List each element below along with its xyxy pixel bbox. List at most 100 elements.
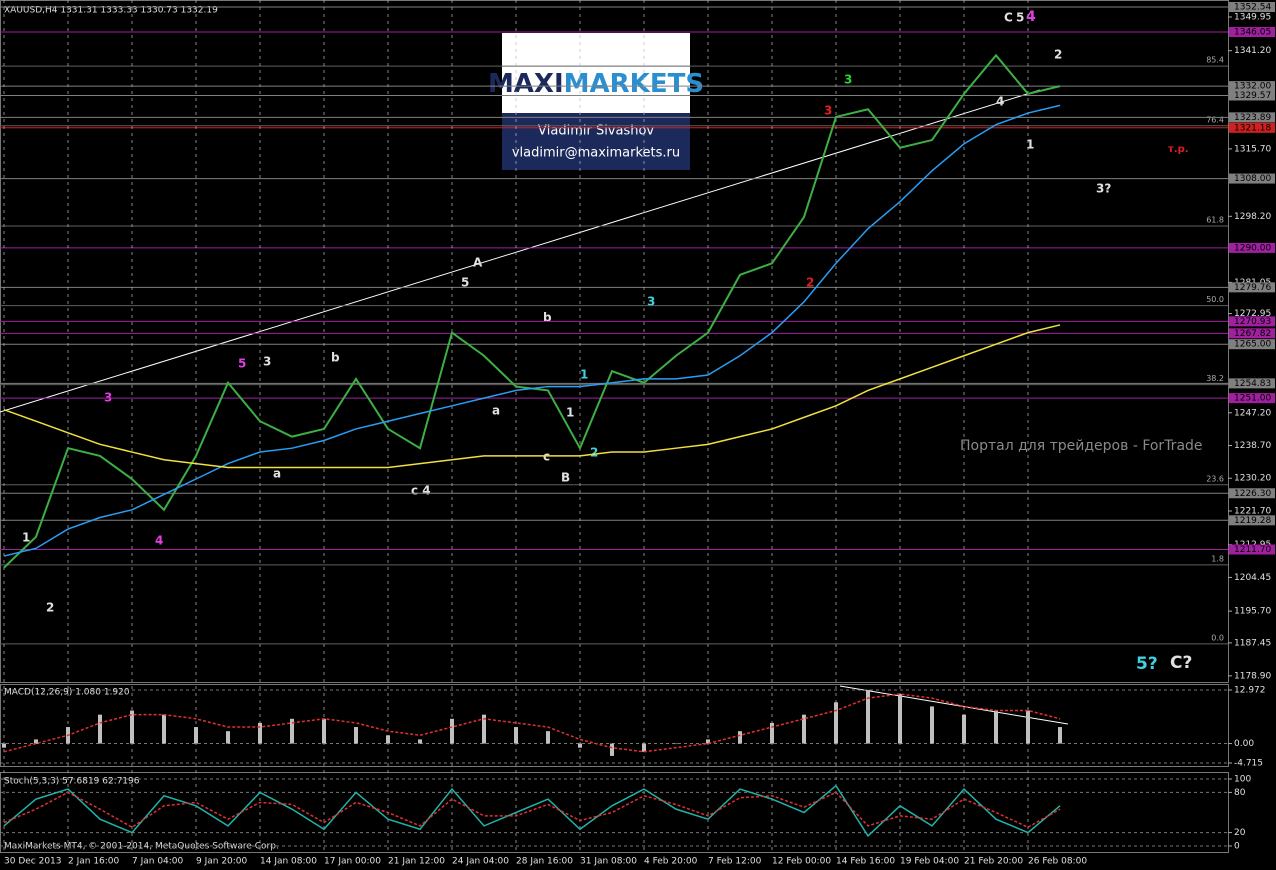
level-box xyxy=(1229,544,1275,555)
level-label: 1254.83 xyxy=(1234,379,1271,389)
fib-label: 61.8 xyxy=(1206,215,1224,224)
level-label: 1352.54 xyxy=(1234,3,1271,13)
level-box xyxy=(1229,81,1275,92)
series-line xyxy=(3,784,1061,838)
wave-label: 2 xyxy=(46,601,54,615)
macd-bar xyxy=(450,718,454,744)
annotations: A B C 5 4 1 2 a b c 4 a b c 3? т.р. 5? C… xyxy=(22,9,1192,674)
wave-label: 1 xyxy=(1026,138,1034,152)
y-tick-label: 20 xyxy=(1234,828,1246,838)
x-tick-label: 2 Jan 16:00 xyxy=(68,857,120,867)
wave-label: 5 xyxy=(1016,11,1024,25)
macd-bar xyxy=(930,706,934,744)
x-tick-label: 14 Jan 08:00 xyxy=(260,857,317,867)
macd-bar xyxy=(770,722,774,744)
y-tick-label: 1187.45 xyxy=(1234,638,1271,648)
level-box xyxy=(1229,173,1275,184)
y-tick-label: 0 xyxy=(1234,841,1240,851)
macd-bar xyxy=(706,739,710,744)
level-box xyxy=(1229,316,1275,327)
macd-bar xyxy=(98,714,102,744)
wave-label: A xyxy=(473,256,483,270)
level-box xyxy=(1229,282,1275,293)
stoch-frame xyxy=(0,772,1229,853)
fib-label: 38.2 xyxy=(1206,374,1224,383)
wave-label: 3 xyxy=(824,104,832,118)
logo-markets: MARKETS xyxy=(564,69,704,99)
wave-label: 5 xyxy=(461,276,469,290)
series-line xyxy=(3,324,1061,469)
macd-bar xyxy=(386,735,390,744)
main-frame xyxy=(0,0,1229,683)
wave-label: 1 xyxy=(566,406,574,420)
footer: MaxiMarkets MT4, © 2001-2014, MetaQuotes… xyxy=(4,842,279,852)
macd-bar xyxy=(162,714,166,744)
x-tick-label: 7 Jan 04:00 xyxy=(132,857,184,867)
level-box xyxy=(1229,378,1275,389)
level-label: 1290.00 xyxy=(1234,243,1271,253)
level-label: 1219.28 xyxy=(1234,516,1271,526)
level-label: 1308.00 xyxy=(1234,174,1271,184)
level-box xyxy=(1229,90,1275,101)
wave-label: 2 xyxy=(1054,48,1062,62)
fib-label: 85.4 xyxy=(1206,56,1224,65)
level-label: 1251.00 xyxy=(1234,394,1271,404)
macd-bar xyxy=(578,743,582,748)
y-tick-label: 100 xyxy=(1234,775,1251,785)
fib-label: 0.0 xyxy=(1211,633,1224,642)
wave-label: 2 xyxy=(806,276,814,290)
macd-bar xyxy=(290,718,294,744)
macd-bar xyxy=(642,743,646,752)
level-box xyxy=(1229,339,1275,350)
panel-title: Stoch(5,3,3) 57.6819 62.7196 xyxy=(4,777,140,787)
watermark: Портал для трейдеров - ForTrade xyxy=(960,438,1203,454)
panel-title: MACD(12,26,9) 1.080 1.920 xyxy=(4,688,130,698)
macd-bar xyxy=(418,739,422,744)
wave-label: c 4 xyxy=(411,484,431,498)
logo: MAXIMARKETS Vladimir Sivashov vladimir@m… xyxy=(488,33,704,170)
macd-bar xyxy=(354,727,358,744)
macd-bar xyxy=(834,702,838,744)
fib-label: 76.4 xyxy=(1206,115,1224,124)
x-tick-label: 21 Jan 12:00 xyxy=(388,857,445,867)
macd-bar xyxy=(610,743,614,756)
wave-label: B xyxy=(561,471,570,485)
x-tick-label: 28 Jan 16:00 xyxy=(516,857,573,867)
macd-bar xyxy=(738,731,742,744)
x-tick-label: 30 Dec 2013 xyxy=(4,857,62,867)
wave-label: 1 xyxy=(22,531,30,545)
wave-label: 4 xyxy=(155,534,163,548)
level-label: 1329.57 xyxy=(1234,91,1271,101)
wave-label: C xyxy=(1004,11,1013,25)
level-label: 1321.18 xyxy=(1234,123,1271,133)
x-tick-label: 9 Jan 20:00 xyxy=(196,857,248,867)
macd-bar xyxy=(322,718,326,744)
macd-bar xyxy=(962,714,966,744)
level-label: 1279.76 xyxy=(1234,283,1271,293)
level-box xyxy=(1229,242,1275,253)
level-box xyxy=(1229,393,1275,404)
wave-label: т.р. xyxy=(1168,144,1189,155)
macd-frame xyxy=(0,684,1229,767)
x-tick-label: 17 Jan 00:00 xyxy=(324,857,381,867)
fib-label: 1.8 xyxy=(1211,554,1224,563)
macd-bar xyxy=(674,743,678,745)
y-tick-label: -4.715 xyxy=(1234,759,1263,769)
series-line xyxy=(3,104,1061,557)
macd-bar xyxy=(546,731,550,744)
level-label: 1346.05 xyxy=(1234,28,1271,38)
y-tick-label: 1272.95 xyxy=(1234,309,1271,319)
level-box xyxy=(1229,2,1275,13)
level-box xyxy=(1229,488,1275,499)
y-tick-label: 1195.70 xyxy=(1234,607,1271,617)
wave-label: 3 xyxy=(647,295,655,309)
wave-label: 4 xyxy=(996,95,1004,109)
wave-label: a xyxy=(273,467,281,481)
x-tick-label: 21 Feb 20:00 xyxy=(964,857,1023,867)
wave-label: 2 xyxy=(590,446,598,460)
level-label: 1211.70 xyxy=(1234,545,1271,555)
logo-box-dark xyxy=(502,113,690,170)
fib-label: 50.0 xyxy=(1206,295,1224,304)
macd-bar xyxy=(482,714,486,744)
wave-label: 5? xyxy=(1136,654,1158,674)
